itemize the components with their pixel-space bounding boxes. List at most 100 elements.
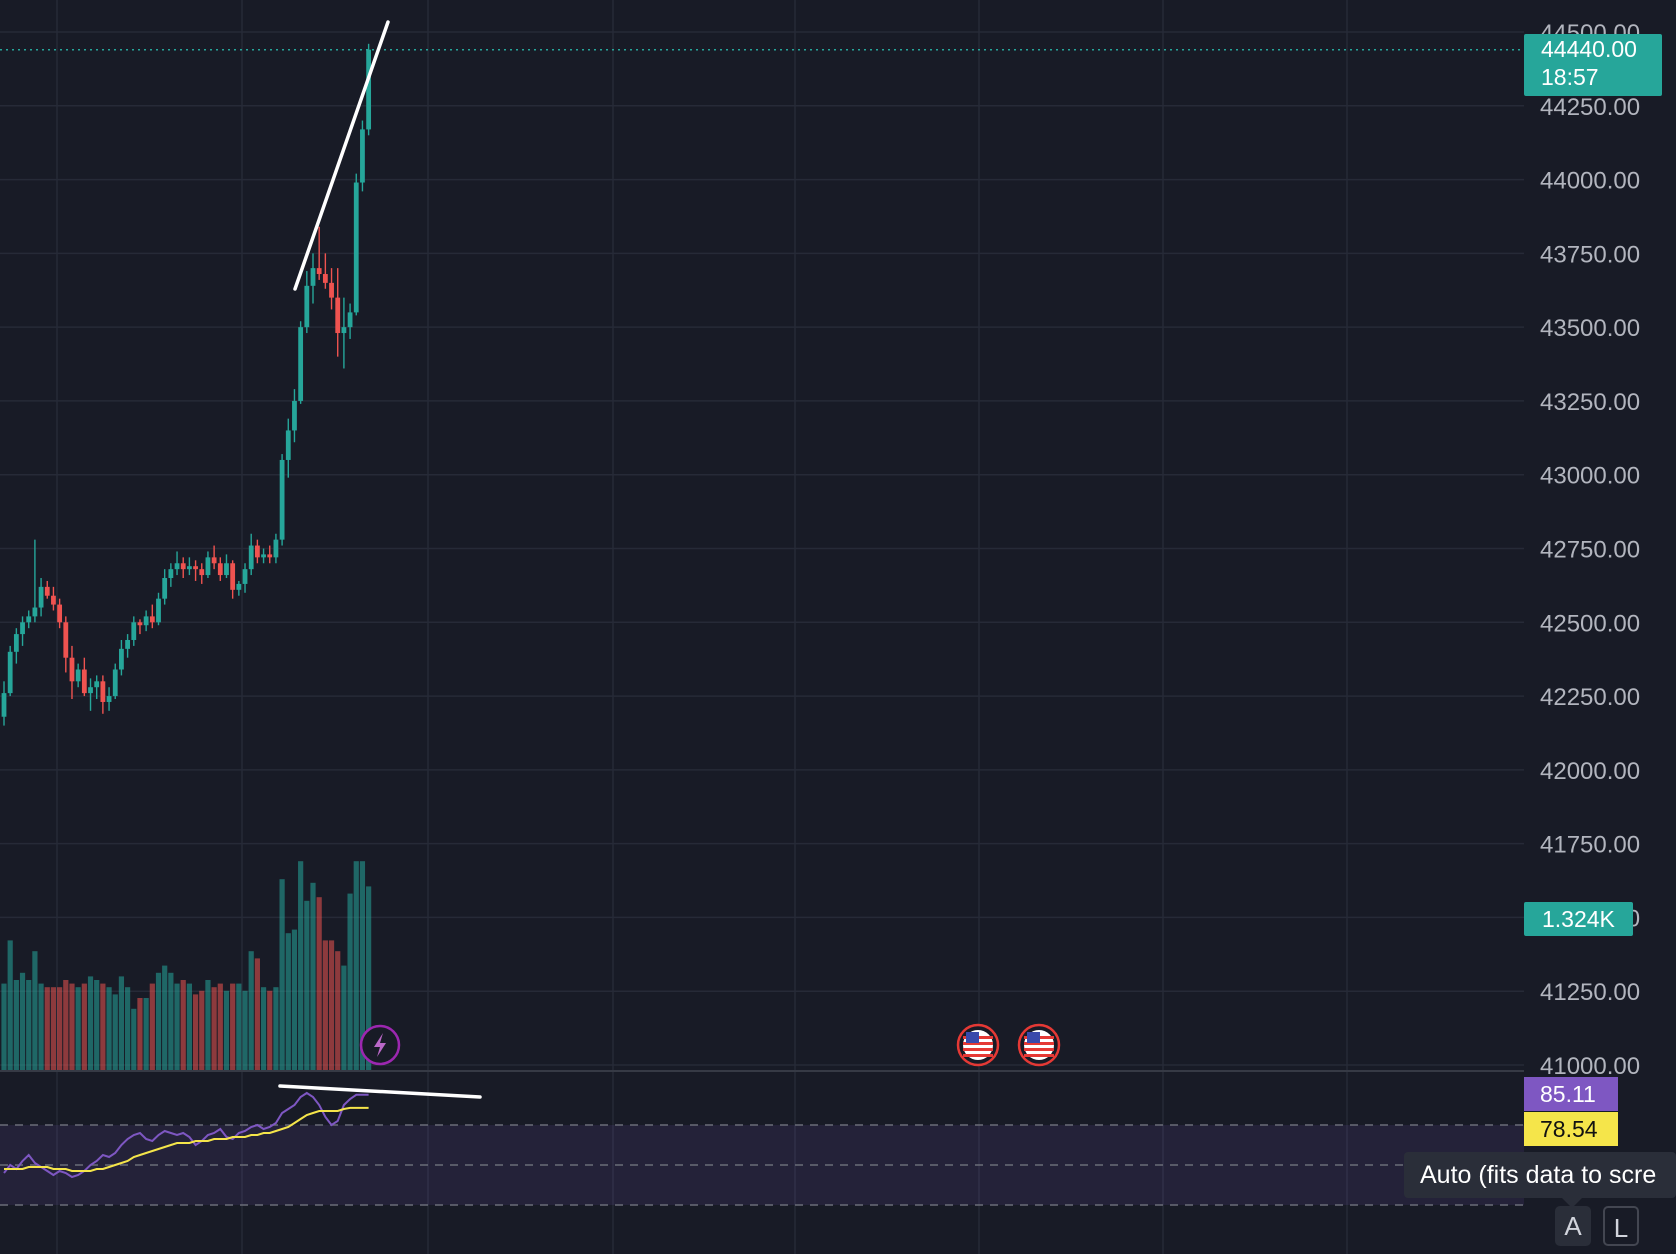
flag-stripe bbox=[963, 1054, 993, 1057]
candle-body bbox=[217, 563, 223, 576]
volume-bar bbox=[192, 994, 199, 1070]
bar-countdown: 18:57 bbox=[1541, 64, 1599, 90]
volume-bar bbox=[155, 972, 162, 1070]
flag-canton bbox=[966, 1032, 979, 1043]
volume-bar bbox=[236, 983, 242, 1070]
log-scale-button[interactable]: L bbox=[1603, 1206, 1639, 1246]
volume-bar bbox=[50, 987, 57, 1070]
rsi-ma-value-badge: 78.54 bbox=[1524, 1112, 1618, 1146]
price-axis: 44500.0044250.0044000.0043750.0043500.00… bbox=[1540, 20, 1640, 1080]
candle-body bbox=[1, 693, 7, 717]
candle-body bbox=[137, 622, 143, 626]
volume-bar bbox=[131, 1008, 137, 1070]
volume-bars bbox=[1, 861, 372, 1070]
candle-body bbox=[273, 539, 279, 558]
rsi-trendline bbox=[278, 1084, 482, 1099]
candle-body bbox=[211, 557, 217, 564]
volume-bar bbox=[125, 987, 131, 1070]
candle-body bbox=[7, 651, 13, 694]
volume-bar bbox=[162, 965, 168, 1070]
volume-bar bbox=[186, 983, 192, 1070]
volume-bar bbox=[57, 987, 63, 1070]
candle-body bbox=[168, 569, 174, 579]
volume-bar bbox=[87, 976, 94, 1070]
candle-body bbox=[44, 586, 50, 596]
volume-bar bbox=[310, 882, 316, 1070]
candle-body bbox=[199, 569, 205, 576]
price-tick-label: 43000.00 bbox=[1540, 463, 1640, 490]
flag-stripe bbox=[1024, 1054, 1054, 1057]
candle-body bbox=[20, 622, 25, 635]
flag-stripe bbox=[1024, 1048, 1054, 1051]
candle-body bbox=[254, 545, 260, 558]
volume-bar bbox=[112, 994, 118, 1070]
last-price-badge: 44440.00 18:57 bbox=[1524, 34, 1662, 96]
candle-body bbox=[26, 616, 32, 623]
rsi-pane bbox=[0, 1091, 1524, 1206]
volume-bar bbox=[273, 987, 279, 1070]
candle-body bbox=[162, 578, 168, 599]
price-tick-label: 43250.00 bbox=[1540, 389, 1640, 416]
price-tick-label: 41250.00 bbox=[1540, 979, 1640, 1006]
candle-body bbox=[180, 563, 186, 570]
volume-value: 1.324K bbox=[1542, 906, 1615, 932]
candle-body bbox=[57, 604, 63, 623]
candle-body bbox=[298, 327, 304, 401]
price-tick-label: 42750.00 bbox=[1540, 537, 1640, 564]
auto-scale-button[interactable]: A bbox=[1555, 1206, 1591, 1246]
volume-bar bbox=[335, 951, 341, 1070]
rsi-ma-value: 78.54 bbox=[1540, 1116, 1598, 1142]
candle-body bbox=[335, 297, 341, 334]
candle-body bbox=[285, 430, 291, 460]
candle-body bbox=[224, 563, 229, 576]
volume-bar bbox=[279, 879, 285, 1070]
price-tick-label: 44250.00 bbox=[1540, 94, 1640, 121]
volume-bar bbox=[168, 972, 174, 1070]
flag-stripe bbox=[963, 1048, 993, 1051]
price-tick-label: 43500.00 bbox=[1540, 315, 1640, 342]
candle-body bbox=[230, 563, 236, 590]
candle-body bbox=[131, 622, 137, 640]
trendline-drawings bbox=[278, 20, 482, 1099]
volume-bar bbox=[26, 980, 32, 1070]
candle-body bbox=[51, 595, 56, 605]
volume-bar bbox=[341, 965, 347, 1070]
candle-body bbox=[322, 274, 328, 283]
candle-body bbox=[69, 657, 75, 682]
flag-stripe bbox=[963, 1042, 993, 1045]
price-tick-label: 42000.00 bbox=[1540, 758, 1640, 785]
volume-bar bbox=[328, 940, 335, 1070]
rsi-line bbox=[3, 1091, 369, 1179]
volume-bar bbox=[94, 980, 100, 1070]
volume-bar bbox=[248, 951, 254, 1070]
volume-bar bbox=[75, 987, 81, 1070]
candle-body bbox=[360, 129, 365, 183]
volume-bar bbox=[353, 861, 359, 1070]
volume-bar bbox=[217, 983, 223, 1070]
volume-bar bbox=[199, 990, 205, 1070]
price-tick-label: 42250.00 bbox=[1540, 684, 1640, 711]
candle-body bbox=[143, 616, 149, 626]
candle-body bbox=[279, 459, 285, 540]
event-markers bbox=[359, 1023, 1061, 1067]
volume-bar bbox=[242, 990, 248, 1070]
candle-body bbox=[88, 687, 93, 694]
volume-bar bbox=[143, 998, 149, 1070]
volume-bar bbox=[69, 983, 75, 1070]
volume-bar bbox=[32, 951, 38, 1070]
candle-body bbox=[193, 566, 198, 570]
volume-bar bbox=[13, 980, 19, 1070]
candle-body bbox=[310, 268, 316, 286]
price-trendline bbox=[293, 20, 390, 291]
candle-body bbox=[353, 182, 359, 313]
volume-bar bbox=[267, 990, 273, 1070]
candle-body bbox=[100, 681, 106, 702]
candle-body bbox=[63, 622, 69, 658]
candle-body bbox=[316, 268, 322, 275]
candle-body bbox=[13, 634, 19, 652]
candle-body bbox=[81, 669, 87, 694]
volume-bar bbox=[285, 933, 291, 1070]
candle-body bbox=[347, 312, 353, 328]
